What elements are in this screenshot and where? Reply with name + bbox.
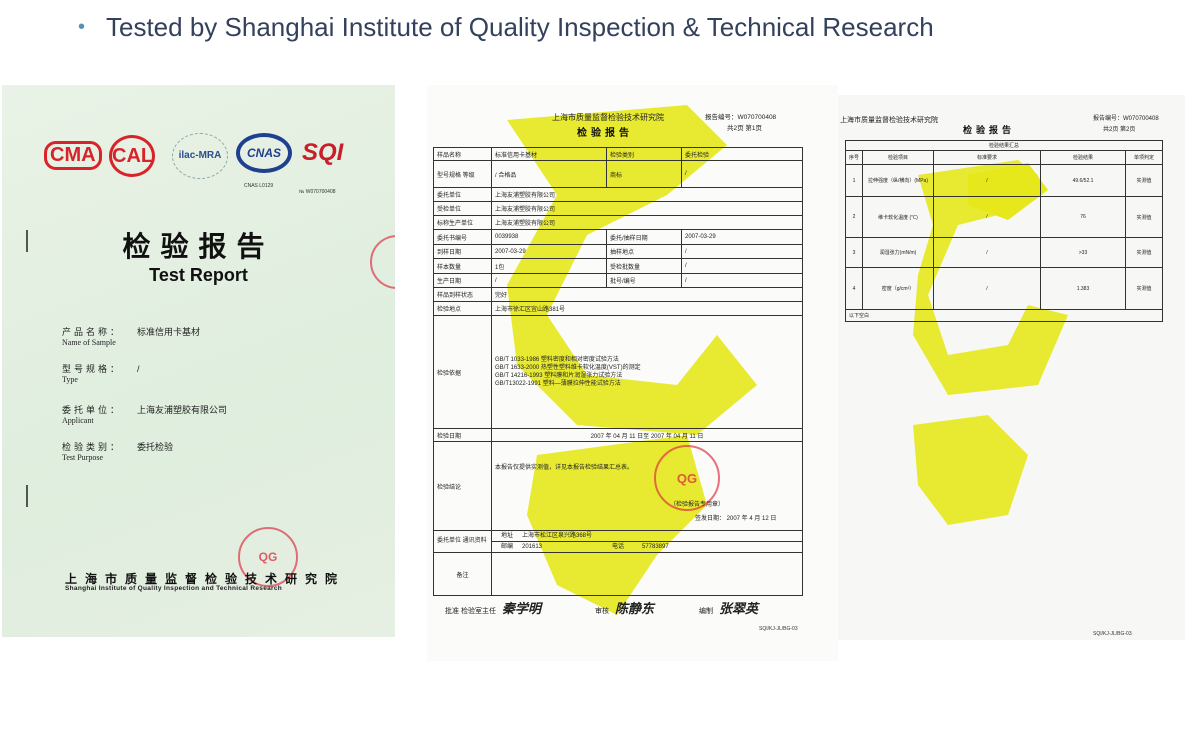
page-indicator: 共2页 第2页 bbox=[1103, 127, 1136, 133]
table-row: 1 拉伸强度（纵/横向）(MPa)/49.6/52.1 实测值 bbox=[845, 164, 1163, 197]
table-row: 3 润湿张力(mN/m) / >33 实测值 bbox=[845, 237, 1163, 268]
review-signature: 审核 陈静东 bbox=[595, 602, 655, 617]
table-row: 4 密度（g/cm³）/1.383 实测值 bbox=[845, 267, 1163, 310]
bullet-text: Tested by Shanghai Institute of Quality … bbox=[106, 12, 934, 42]
page-indicator: 共2页 第1页 bbox=[727, 125, 763, 132]
field-type: 型号规格： / Type bbox=[62, 364, 140, 384]
cnas-code: CNAS L0129 bbox=[244, 183, 274, 189]
bullet-icon: • bbox=[78, 16, 86, 38]
report-title-cn: 检验报告 bbox=[122, 230, 275, 263]
field-sample-name: 产品名称： 标准信用卡基材 Name of Sample bbox=[62, 327, 201, 347]
test-report-page-1-image: 上海市质量监督检验技术研究院 检验报告 报告编号：W070700408 共2页 … bbox=[427, 85, 838, 661]
report-number: 报告编号：W070700408 bbox=[705, 114, 777, 121]
binding-mark bbox=[26, 230, 28, 252]
ilac-mra-logo: ilac-MRA bbox=[172, 133, 228, 179]
institute-header: 上海市质量监督检验技术研究院 bbox=[840, 117, 938, 124]
page-title: 检验报告 bbox=[577, 128, 633, 139]
test-report-cover-image: CMA CAL ilac-MRA CNAS SQI CNAS L0129 № W… bbox=[2, 85, 395, 637]
test-report-page-2-image: ||| 上海市质量监督检验技术研究院 检验报告 报告编号：W070700408 … bbox=[838, 95, 1185, 640]
field-applicant: 委托单位： 上海友浦塑胶有限公司 Applicant bbox=[62, 405, 228, 425]
table-row: 2 维卡软化温度 (℃)/76 实测值 bbox=[845, 196, 1163, 238]
form-code: SQI/KJ-JL/BG-03 bbox=[759, 626, 798, 632]
results-table: 检验结果汇总 序号 检验项目 标准要求 检验结果 单项判定 1 拉伸强度（纵/横向）(MP… bbox=[845, 140, 1163, 322]
institute-header: 上海市质量监督检验技术研究院 bbox=[552, 113, 664, 122]
bullet-item: • Tested by Shanghai Institute of Quality… bbox=[78, 12, 934, 43]
binding-mark bbox=[26, 485, 28, 507]
report-table: 样品名称 标准信用卡基材 检验类别 委托检验 型号规格 等级 / 合格品 商标 / 委托单位… bbox=[433, 147, 803, 596]
form-code: SQI/KJ-JL/BG-03 bbox=[1093, 631, 1132, 637]
report-number: 报告编号：W070700408 bbox=[1093, 116, 1159, 122]
institute-name-en: Shanghai Institute of Quality Inspection… bbox=[65, 585, 283, 592]
prepare-signature: 编制 张翠英 bbox=[699, 602, 759, 617]
report-number: № W070700408 bbox=[299, 189, 336, 195]
cal-logo: CAL bbox=[109, 135, 155, 177]
approval-signature: 批准 检验室主任 秦学明 bbox=[445, 602, 541, 617]
page-title: 检验报告 bbox=[963, 125, 1016, 135]
official-seal: QG bbox=[654, 445, 720, 511]
official-seal: QG bbox=[238, 527, 298, 587]
field-test-purpose: 检验类别： 委托检验 Test Purpose bbox=[62, 442, 174, 462]
accreditation-logos: CMA CAL ilac-MRA CNAS SQI CNAS L0129 № W… bbox=[44, 133, 374, 195]
cnas-logo: CNAS bbox=[236, 133, 292, 173]
report-title-en: Test Report bbox=[149, 265, 248, 285]
institute-name-cn: 上海市质量监督检验技术研究院 bbox=[65, 572, 346, 586]
sqi-logo: SQI bbox=[302, 139, 344, 166]
cma-logo: CMA bbox=[44, 141, 102, 170]
